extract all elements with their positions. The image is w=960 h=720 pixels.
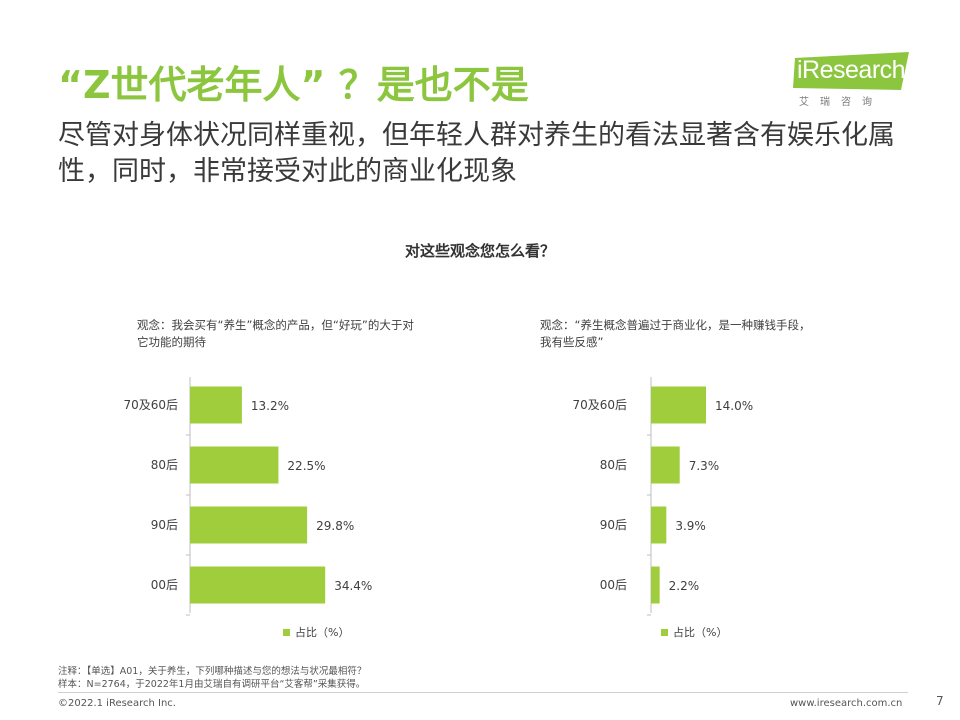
chart-1-category-label: 90后 — [151, 518, 178, 532]
iresearch-logo: iResearch 艾瑞咨询 — [793, 52, 913, 108]
chart-2-value-label: 14.0% — [715, 399, 753, 413]
page-title: “Z世代老年人” ？是也不是 — [58, 63, 529, 107]
chart-2-bar — [651, 446, 680, 484]
chart-2-category-label: 00后 — [600, 578, 627, 592]
note-text: 注释：【单选】A01，关于养生，下列哪种描述与您的想法与状况最相符？ — [58, 666, 367, 677]
chart-1-category-label: 00后 — [151, 578, 178, 592]
chart-1-value-label: 29.8% — [316, 519, 354, 533]
chart-1-category-label: 70及60后 — [123, 398, 178, 412]
page-number: 7 — [936, 694, 944, 708]
logo-subtext: 艾瑞咨询 — [799, 97, 883, 108]
chart-2-title: 观念：“养生概念普遍过于商业化，是一种赚钱手段，我有些反感” — [540, 318, 811, 349]
chart-2-category-label: 90后 — [600, 518, 627, 532]
chart-2-value-label: 7.3% — [689, 459, 720, 473]
chart-1-bar — [190, 506, 308, 544]
chart-2-legend-swatch — [661, 629, 668, 636]
chart-2-value-label: 2.2% — [669, 579, 700, 593]
chart-1-category-label: 80后 — [151, 458, 178, 472]
logo-word: iResearch — [797, 56, 906, 84]
footnotes: 注释：【单选】A01，关于养生，下列哪种描述与您的想法与状况最相符？ 样本：N=… — [58, 665, 366, 691]
chart-1-title: 观念：我会买有“养生”概念的产品，但“好玩”的大于对它功能的期待 — [137, 318, 414, 349]
chart-1-legend-label: 占比（%） — [295, 625, 349, 639]
chart-question: 对这些观念您怎么看？ — [404, 242, 555, 260]
chart-2-bar — [651, 566, 660, 604]
page-subtitle: 尽管对身体状况同样重视，但年轻人群对养生的看法显著含有娱乐化属性，同时，非常接受… — [58, 120, 895, 187]
chart-2-bar — [651, 386, 707, 424]
footer-divider — [58, 692, 908, 693]
chart-1-bar — [190, 566, 326, 604]
chart-2-bar — [651, 506, 667, 544]
chart-2-legend-label: 占比（%） — [673, 625, 727, 639]
chart-1-bar — [190, 386, 242, 424]
chart-2-category-label: 70及60后 — [572, 398, 627, 412]
chart-1-value-label: 13.2% — [251, 399, 289, 413]
logo-badge-icon — [793, 52, 909, 90]
chart-1-value-label: 34.4% — [334, 579, 372, 593]
copyright: ©2022.1 iResearch Inc. — [58, 698, 176, 709]
chart-1-legend-swatch — [283, 629, 290, 636]
chart-1-value-label: 22.5% — [287, 459, 325, 473]
chart-1-bar — [190, 446, 279, 484]
sample-text: 样本：N=2764，于2022年1月由艾瑞自有调研平台“艾客帮”采集获得。 — [58, 679, 366, 690]
chart-2-value-label: 3.9% — [675, 519, 706, 533]
chart-2-category-label: 80后 — [600, 458, 627, 472]
website-link[interactable]: www.iresearch.com.cn — [790, 698, 903, 709]
